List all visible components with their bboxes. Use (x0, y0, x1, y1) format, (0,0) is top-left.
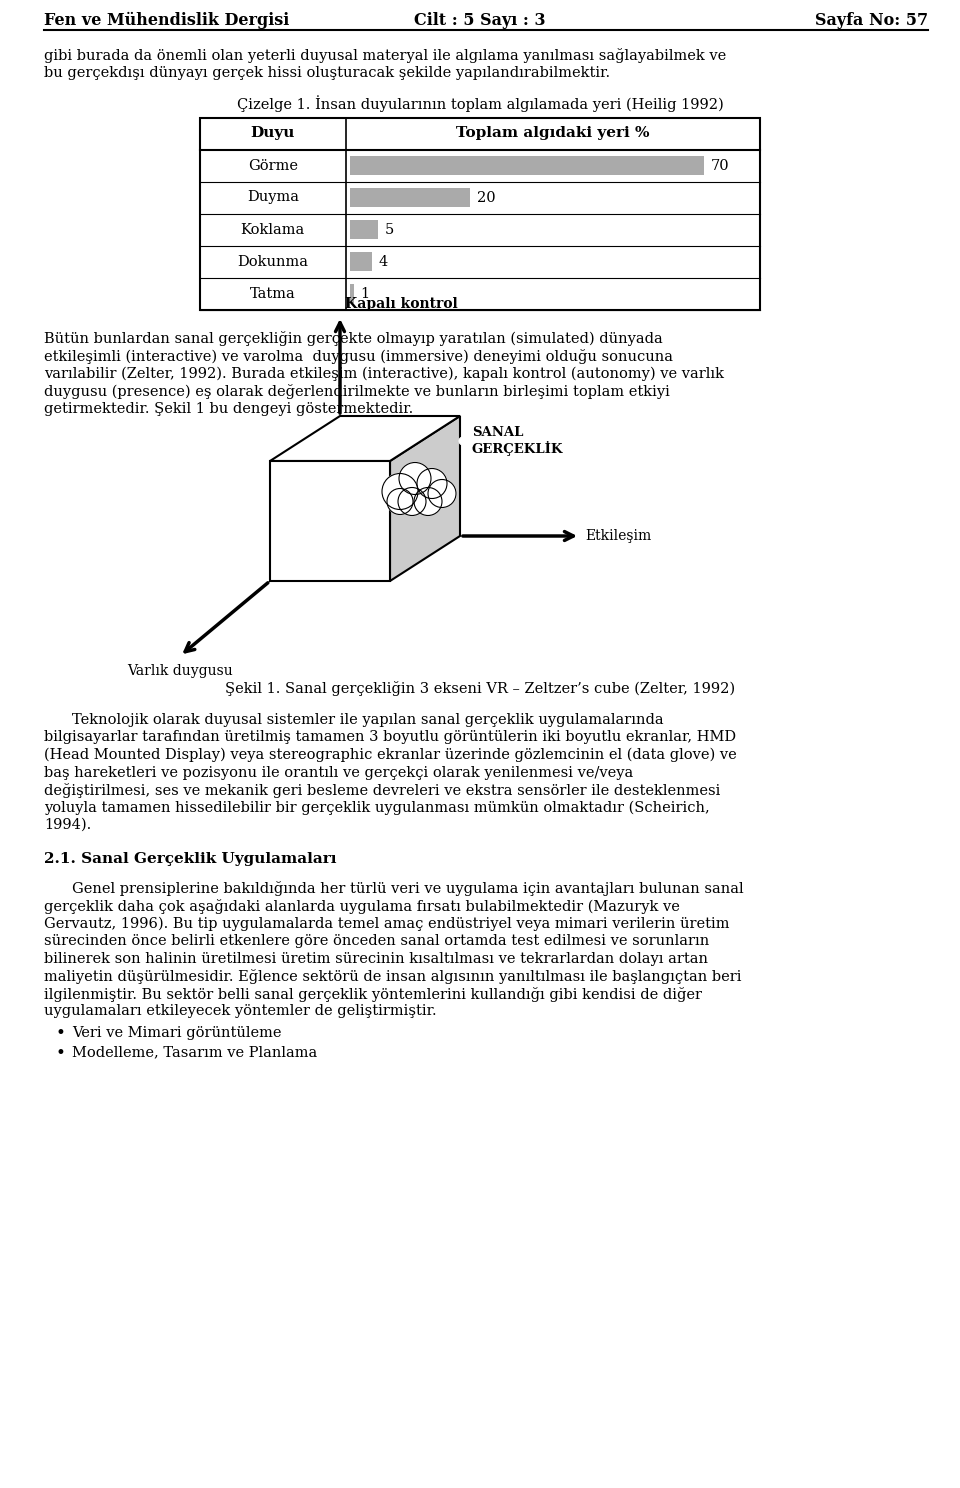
Circle shape (428, 479, 456, 507)
Text: bu gerçekdışı dünyayı gerçek hissi oluşturacak şekilde yapılandırabilmektir.: bu gerçekdışı dünyayı gerçek hissi oluşt… (44, 65, 611, 79)
Text: SANAL
GERÇEKLİK: SANAL GERÇEKLİK (472, 426, 564, 457)
Circle shape (387, 488, 413, 515)
Circle shape (399, 463, 431, 494)
Text: Duyma: Duyma (247, 190, 299, 204)
Text: gerçeklik daha çok aşağıdaki alanlarda uygulama fırsatı bulabilmektedir (Mazuryk: gerçeklik daha çok aşağıdaki alanlarda u… (44, 899, 680, 914)
Text: gibi burada da önemli olan yeterli duyusal materyal ile algılama yanılması sağla: gibi burada da önemli olan yeterli duyus… (44, 48, 727, 62)
Bar (349, 220, 378, 240)
Text: değiştirilmesi, ses ve mekanik geri besleme devreleri ve ekstra sensörler ile de: değiştirilmesi, ses ve mekanik geri besl… (44, 783, 720, 798)
Text: yoluyla tamamen hissedilebilir bir gerçeklik uygulanması mümkün olmaktadır (Sche: yoluyla tamamen hissedilebilir bir gerçe… (44, 801, 709, 815)
Text: Etkileşim: Etkileşim (585, 530, 651, 543)
Polygon shape (270, 461, 390, 580)
Bar (200, 118, 760, 310)
Text: Şekil 1. Sanal gerçekliğin 3 ekseni VR – Zeltzer’s cube (Zelter, 1992): Şekil 1. Sanal gerçekliğin 3 ekseni VR –… (225, 682, 735, 696)
Text: getirmektedir. Şekil 1 bu dengeyi göstermektedir.: getirmektedir. Şekil 1 bu dengeyi göster… (44, 402, 413, 415)
Polygon shape (270, 417, 460, 461)
Text: •: • (56, 1025, 66, 1043)
Text: Genel prensiplerine bakıldığında her türlü veri ve uygulama için avantajları bul: Genel prensiplerine bakıldığında her tür… (72, 881, 744, 896)
Text: duygusu (presence) eş olarak değerlendirilmekte ve bunların birleşimi toplam etk: duygusu (presence) eş olarak değerlendir… (44, 384, 670, 399)
Circle shape (467, 440, 473, 446)
Circle shape (459, 437, 467, 445)
Bar (349, 284, 353, 304)
Text: baş hareketleri ve pozisyonu ile orantılı ve gerçekçi olarak yenilenmesi ve/veya: baş hareketleri ve pozisyonu ile orantıl… (44, 765, 634, 780)
Circle shape (414, 488, 442, 515)
Text: Tatma: Tatma (250, 287, 296, 301)
Text: Modelleme, Tasarım ve Planlama: Modelleme, Tasarım ve Planlama (72, 1045, 317, 1059)
Text: Çizelge 1. İnsan duyularının toplam algılamada yeri (Heilig 1992): Çizelge 1. İnsan duyularının toplam algı… (236, 95, 724, 112)
Text: bilgisayarlar tarafından üretilmiş tamamen 3 boyutlu görüntülerin iki boyutlu ek: bilgisayarlar tarafından üretilmiş tamam… (44, 731, 736, 744)
Text: Teknolojik olarak duyusal sistemler ile yapılan sanal gerçeklik uygulamalarında: Teknolojik olarak duyusal sistemler ile … (72, 713, 663, 728)
Text: sürecinden önce belirli etkenlere göre önceden sanal ortamda test edilmesi ve so: sürecinden önce belirli etkenlere göre ö… (44, 934, 709, 948)
Text: Fen ve Mühendislik Dergisi: Fen ve Mühendislik Dergisi (44, 12, 289, 30)
Text: (Head Mounted Display) veya stereographic ekranlar üzerinde gözlemcinin el (data: (Head Mounted Display) veya stereographi… (44, 748, 736, 762)
Text: Duyu: Duyu (251, 126, 295, 140)
Text: Gervautz, 1996). Bu tip uygulamalarda temel amaç endüstriyel veya mimari veriler: Gervautz, 1996). Bu tip uygulamalarda te… (44, 917, 730, 931)
Text: 1994).: 1994). (44, 818, 91, 832)
Circle shape (382, 473, 418, 509)
Text: Varlık duygusu: Varlık duygusu (127, 664, 233, 679)
Text: Toplam algıdaki yeri %: Toplam algıdaki yeri % (456, 126, 650, 140)
Text: bilinerek son halinin üretilmesi üretim sürecinin kısaltılması ve tekrarlardan d: bilinerek son halinin üretilmesi üretim … (44, 951, 708, 966)
Bar (349, 187, 470, 207)
Text: Veri ve Mimari görüntüleme: Veri ve Mimari görüntüleme (72, 1025, 281, 1040)
Bar (349, 251, 372, 271)
Text: Sayfa No: 57: Sayfa No: 57 (815, 12, 928, 28)
Text: uygulamaları etkileyecek yöntemler de geliştirmiştir.: uygulamaları etkileyecek yöntemler de ge… (44, 1004, 437, 1018)
Text: 5: 5 (385, 223, 394, 237)
Text: 70: 70 (710, 159, 730, 173)
Text: etkileşimli (interactive) ve varolma  duygusu (immersive) deneyimi olduğu sonucu: etkileşimli (interactive) ve varolma duy… (44, 350, 673, 365)
Text: 4: 4 (379, 254, 388, 268)
Text: Dokunma: Dokunma (237, 254, 308, 268)
Text: ilgilenmiştir. Bu sektör belli sanal gerçeklik yöntemlerini kullandığı gibi kend: ilgilenmiştir. Bu sektör belli sanal ger… (44, 987, 702, 1001)
Text: Bütün bunlardan sanal gerçekliğin gerçekte olmayıp yaratılan (simulated) dünyada: Bütün bunlardan sanal gerçekliğin gerçek… (44, 332, 662, 347)
Text: maliyetin düşürülmesidir. Eğlence sektörü de insan algısının yanıltılması ile ba: maliyetin düşürülmesidir. Eğlence sektör… (44, 969, 741, 984)
Polygon shape (390, 417, 460, 580)
Text: varılabilir (Zelter, 1992). Burada etkileşim (interactive), kapalı kontrol (auto: varılabilir (Zelter, 1992). Burada etkil… (44, 366, 724, 381)
Circle shape (417, 469, 447, 498)
Text: Koklama: Koklama (241, 223, 305, 237)
Text: Görme: Görme (248, 159, 298, 173)
Text: 2.1. Sanal Gerçeklik Uygulamaları: 2.1. Sanal Gerçeklik Uygulamaları (44, 851, 337, 866)
Text: Cilt : 5 Sayı : 3: Cilt : 5 Sayı : 3 (415, 12, 545, 28)
Text: 20: 20 (477, 190, 496, 204)
Text: 1: 1 (361, 287, 370, 301)
Circle shape (398, 488, 426, 515)
Text: Kapalı kontrol: Kapalı kontrol (345, 298, 458, 311)
Bar (349, 156, 704, 176)
Text: •: • (56, 1045, 66, 1062)
